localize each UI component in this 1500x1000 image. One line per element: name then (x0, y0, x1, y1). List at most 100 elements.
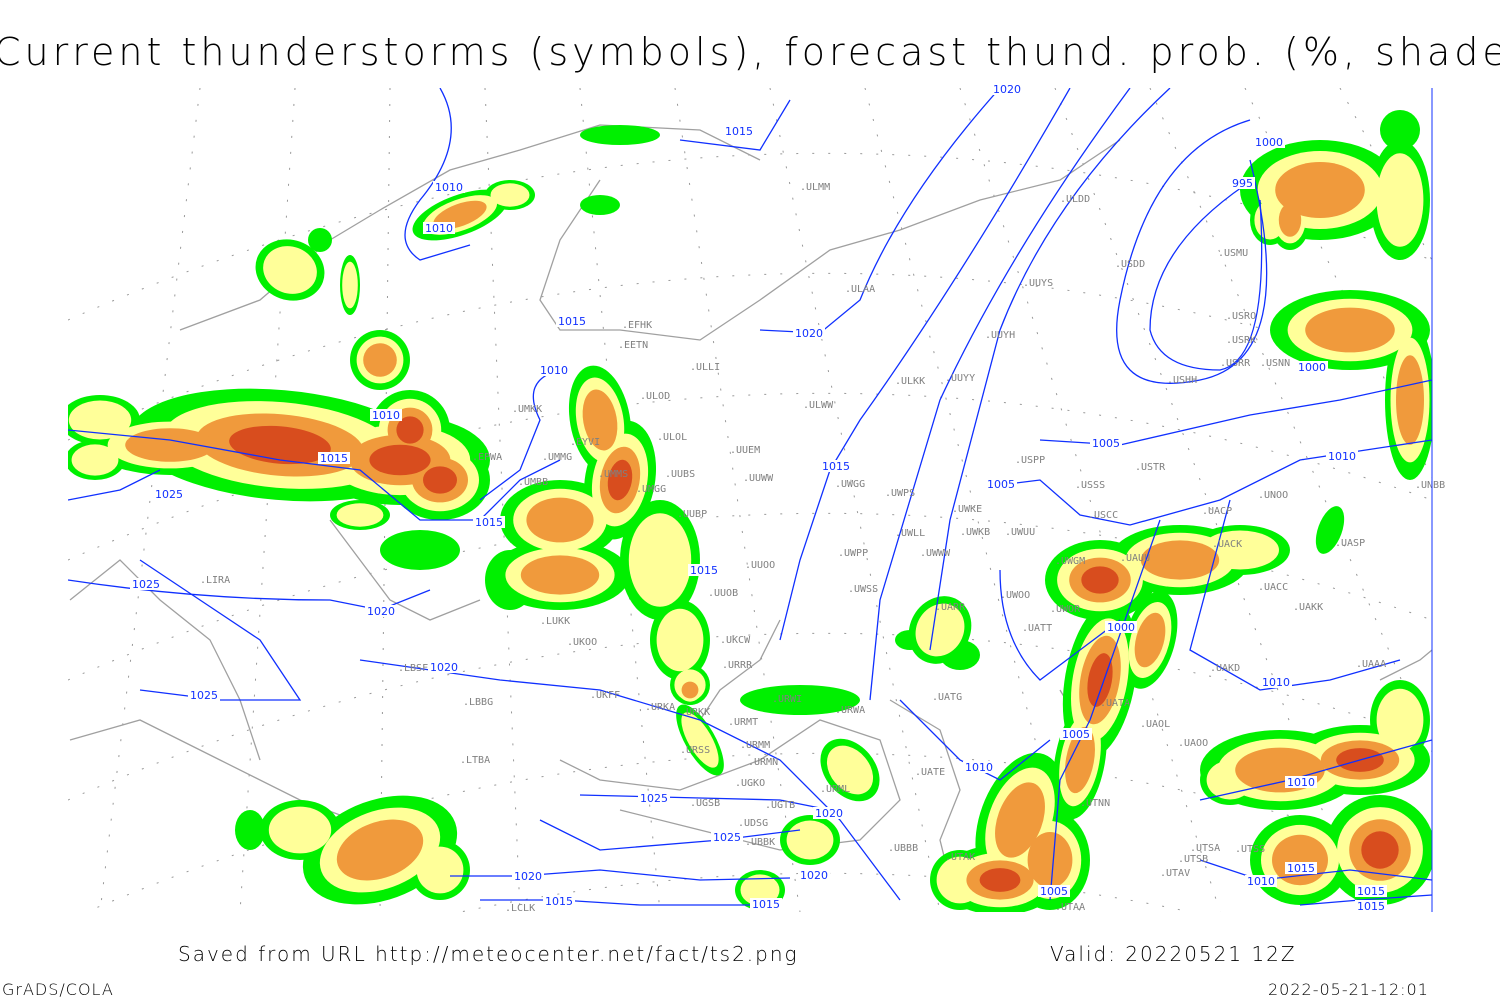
isobar-label: 1020 (795, 327, 823, 340)
thunderstorm-probability-shading (68, 110, 1432, 912)
map-title: Current thunderstorms (symbols), forecas… (0, 30, 1500, 74)
prob-high-area (1140, 540, 1220, 580)
prob-mid-area (342, 261, 358, 309)
station-label: .UUYS (1023, 278, 1053, 289)
isobar-label: 1020 (815, 807, 843, 820)
isobar-label-bg (512, 870, 544, 882)
prob-mid-area (71, 444, 119, 476)
station-label: .UMMS (598, 469, 628, 480)
prob-low-area (580, 125, 660, 145)
isobar-label-bg (820, 460, 852, 472)
station-label: .EETN (618, 340, 648, 351)
station-label: .ULOD (640, 391, 670, 402)
isobar-labels: 1015 1010 1010 1015 1020 1010 1010 1015 1025 1015… (130, 83, 1387, 913)
station-label: .USRK (1226, 335, 1256, 346)
station-label: .UUYH (985, 330, 1015, 341)
isobar-label-bg (1326, 450, 1358, 462)
station-label: .USRO (1226, 311, 1256, 322)
prob-mid-area (416, 846, 464, 894)
prob-high-area (1396, 355, 1424, 445)
isobar-label: 1020 (367, 605, 395, 618)
station-label: .UAKD (1210, 663, 1240, 674)
coastline (539, 139, 1121, 341)
station-label: .UWOR (1050, 604, 1081, 615)
isobar-label: 1010 (1262, 676, 1290, 689)
station-label: .UUBS (665, 469, 695, 480)
station-label: .URKA (645, 702, 675, 713)
prob-max-area (1087, 653, 1113, 707)
generated-timestamp: 2022-05-21-12:01 (1268, 980, 1429, 999)
isobar-line (1189, 499, 1401, 691)
isobar-label: 1025 (640, 792, 668, 805)
isobar-label: 1015 (320, 452, 348, 465)
isobar-line (869, 88, 1131, 701)
isobar-label: 1015 (558, 315, 586, 328)
parallel-line (68, 152, 1432, 321)
isobar-label: 1020 (800, 869, 828, 882)
station-label: .UMKK (512, 404, 542, 415)
isobar-line (68, 469, 161, 501)
isobar-line (679, 99, 791, 151)
prob-max-area (369, 444, 431, 476)
prob-low-area (1380, 110, 1420, 150)
parallel-line (68, 632, 1432, 801)
isobar-label-bg (711, 831, 743, 843)
station-label: .UBBB (888, 843, 918, 854)
meridian-line (959, 88, 1221, 912)
coastline (1379, 649, 1432, 681)
prob-high-area (995, 782, 1045, 858)
station-label: .UTNN (1080, 798, 1110, 809)
station-label: .URWI (772, 694, 802, 705)
prob-max-area (229, 425, 331, 465)
prob-high-area (520, 555, 600, 595)
station-label: .UGTB (765, 800, 795, 811)
isobar-label-bg (723, 125, 755, 137)
station-label: .UUEM (730, 445, 760, 456)
isobar-label: 1025 (155, 488, 183, 501)
station-label: .USSS (1075, 480, 1105, 491)
prob-high-area (336, 819, 424, 881)
prob-high-area (1275, 162, 1365, 218)
station-label: .UMGG (636, 484, 666, 495)
station-label: .UACC (1258, 582, 1288, 593)
prob-low-area (1315, 506, 1345, 554)
isobar-label-bg (1355, 885, 1387, 897)
station-label: .USHH (1167, 375, 1197, 386)
isobar-label: 1010 (540, 364, 568, 377)
station-label: .UATT (1022, 623, 1052, 634)
isobar-label: 1010 (1287, 776, 1315, 789)
isobar-label-bg (1105, 621, 1137, 633)
meridian-line (674, 88, 801, 912)
isobar-label-bg (1090, 437, 1122, 449)
station-label: .EYVI (570, 437, 600, 448)
station-label: .UUWW (743, 473, 774, 484)
isobar-label: 1010 (425, 222, 453, 235)
isobar-label-bg (985, 478, 1017, 490)
isobar-label-bg (153, 488, 185, 500)
isobar-label-bg (1355, 900, 1387, 912)
coastline (329, 519, 481, 621)
station-label: .UUBP (677, 509, 707, 520)
station-label: .UAOO (1178, 738, 1208, 749)
station-label: .ULKK (895, 376, 925, 387)
station-label: .UKOO (567, 637, 597, 648)
valid-time-text: Valid: 20220521 12Z (1050, 942, 1297, 966)
prob-low-area (740, 685, 860, 715)
station-label: .UTAV (1160, 868, 1190, 879)
isobar-label-bg (963, 761, 995, 773)
station-label: .USDD (1115, 259, 1145, 270)
isobar-line (999, 439, 1432, 526)
software-credit: GrADS/COLA (2, 980, 114, 999)
isobar-label-bg (1285, 776, 1317, 788)
prob-mid-area (268, 806, 332, 854)
station-label: .UBBK (745, 837, 775, 848)
isobar-line (759, 88, 1001, 334)
prob-max-area (423, 466, 457, 494)
prob-mid-area (490, 183, 530, 207)
station-label: .UACP (1202, 506, 1232, 517)
isobar-label: 1015 (545, 895, 573, 908)
station-label: .UUOO (745, 560, 775, 571)
isobar-label: 1015 (752, 898, 780, 911)
station-label: .UKCW (720, 635, 751, 646)
